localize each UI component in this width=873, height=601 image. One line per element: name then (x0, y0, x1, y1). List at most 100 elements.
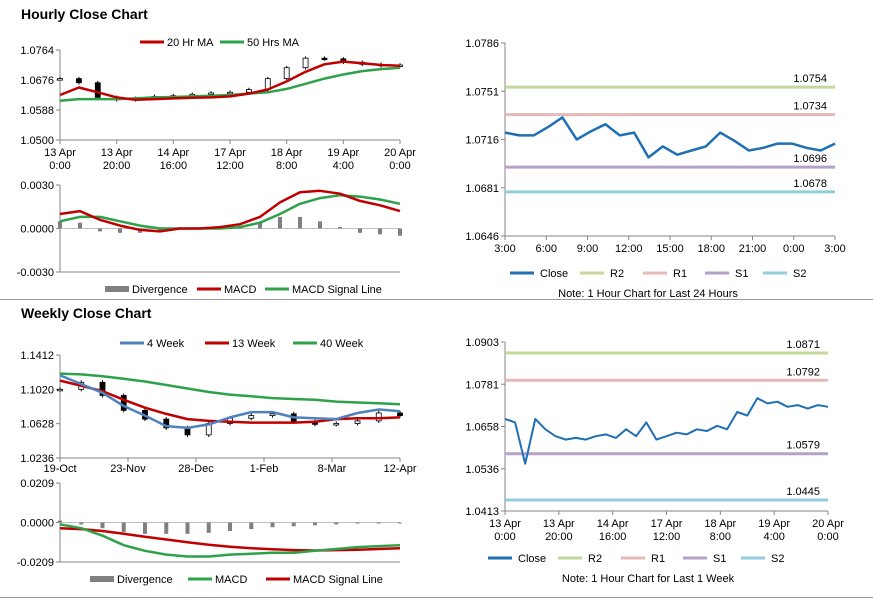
weekly-pivot-y-tick-label: 1.0413 (465, 506, 499, 518)
hourly-pivot-x-tick-label: 3:00 (824, 243, 845, 255)
weekly-pivot-x-tick-label: 16:00 (599, 531, 627, 543)
hourly-pivot-x-tick-label: 0:00 (783, 243, 804, 255)
hourly-macd-divergence-bar (118, 228, 122, 233)
hourly-pivot-y-tick-label: 1.0681 (465, 183, 499, 195)
weekly-pivot-level-label: 1.0871 (786, 339, 820, 351)
weekly-price-candle-body (333, 423, 340, 426)
weekly-macd-divergence-bar (79, 522, 84, 525)
hourly-pivot-y-tick-label: 1.0716 (465, 135, 499, 147)
weekly-macd-signal-line (59, 526, 401, 552)
hourly-price-x-tick-label: 16:00 (160, 160, 188, 172)
weekly-price-x-tick-label: 12-Apr (383, 463, 416, 475)
weekly-pivot-level-label: 1.0579 (786, 440, 820, 452)
hourly-price-x-tick-label: 19 Apr (327, 147, 359, 159)
weekly-price-candle-body (397, 412, 403, 417)
weekly-macd-legend-swatch (90, 576, 114, 582)
hourly-pivot-legend-label: R2 (610, 268, 624, 280)
hourly-macd-divergence-bar (398, 228, 402, 236)
hourly-price-y-tick-label: 1.0500 (20, 135, 54, 147)
weekly-macd-divergence-bar (313, 522, 317, 526)
hourly-pivot-x-tick-label: 9:00 (577, 243, 598, 255)
weekly-price-candle-body (57, 388, 63, 392)
weekly-section-title: Weekly Close Chart (21, 305, 152, 321)
weekly-4wk-line (59, 374, 401, 430)
hourly-price-candle-body (227, 91, 233, 95)
weekly-13wk-line (59, 379, 401, 424)
weekly-macd-divergence-bar (355, 522, 360, 524)
hourly-price-x-tick-label: 4:00 (333, 160, 354, 172)
hourly-price-candle-body (321, 57, 328, 61)
weekly-price-x-tick-label: 28-Dec (178, 463, 214, 475)
weekly-pivot-y-tick-label: 1.0658 (465, 422, 499, 434)
hourly-price-x-tick-label: 20:00 (103, 160, 131, 172)
weekly-macd-divergence-bar (185, 522, 190, 534)
weekly-price-candle-body (120, 395, 127, 411)
hourly-pivot-legend-label: Close (540, 268, 568, 280)
weekly-pivot-y-tick-label: 1.0903 (465, 337, 499, 349)
weekly-pivot-x-tick-label: 13 Apr (489, 518, 521, 530)
hourly-price-y-tick-label: 1.0676 (20, 75, 54, 87)
hourly-price-x-tick-label: 20 Apr (384, 147, 416, 159)
hourly-macd-legend-label: MACD (224, 284, 256, 296)
weekly-price-x-tick-label: 8-Mar (318, 463, 347, 475)
hourly-pivot-level-label: 1.0754 (793, 73, 827, 85)
weekly-close-line (504, 397, 829, 465)
weekly-price-x-tick-label: 1-Feb (250, 463, 279, 475)
weekly-macd-divergence-bar (121, 522, 126, 532)
hourly-price-candle-body (75, 78, 82, 84)
weekly-pivot-x-tick-label: 0:00 (494, 531, 515, 543)
hourly-price-x-tick-label: 0:00 (49, 160, 70, 172)
weekly-pivot-x-tick-label: 13 Apr (543, 518, 575, 530)
hourly-macd-y-tick-label: -0.0030 (17, 267, 54, 279)
weekly-ma-legend-label: 40 Week (320, 338, 364, 350)
weekly-pivot-legend-label: S2 (771, 553, 784, 565)
bottom-divider (0, 597, 873, 598)
weekly-ma-legend-label: 13 Week (232, 338, 276, 350)
weekly-pivot-x-tick-label: 4:00 (763, 531, 784, 543)
hourly-macd-legend-label: MACD Signal Line (292, 284, 382, 296)
hourly-price-x-tick-label: 0:00 (389, 160, 410, 172)
hourly-price-candle-body (245, 89, 252, 93)
hourly-price-x-tick-label: 8:00 (276, 160, 297, 172)
weekly-price-x-tick-label: 19-Oct (43, 463, 76, 475)
hourly-pivot-level-label: 1.0678 (793, 178, 827, 190)
hourly-macd-divergence-bar (338, 227, 342, 229)
hourly-pivot-x-tick-label: 6:00 (536, 243, 557, 255)
weekly-price-x-tick-label: 23-Nov (110, 463, 146, 475)
weekly-pivot-level-label: 1.0445 (786, 486, 820, 498)
weekly-pivot-legend-label: R2 (588, 553, 602, 565)
hourly-macd-y-tick-label: 0.0030 (20, 180, 54, 192)
weekly-macd-line (59, 523, 401, 558)
weekly-macd-y-tick-label: 0.0000 (20, 518, 54, 530)
hourly-macd-divergence-bar (158, 228, 162, 232)
hourly-pivot-y-tick-label: 1.0786 (465, 38, 499, 50)
hourly-macd-divergence-bar (318, 221, 322, 229)
weekly-pivot-x-tick-label: 0:00 (817, 531, 838, 543)
weekly-40wk-line (59, 372, 401, 406)
weekly-pivot-x-tick-label: 19 Apr (758, 518, 790, 530)
hourly-macd-divergence-bar (278, 216, 282, 229)
hourly-price-candle-body (94, 82, 101, 98)
weekly-price-candle-body (99, 381, 106, 396)
weekly-ma-legend-label: 4 Week (147, 338, 185, 350)
hourly-macd-line (59, 189, 401, 233)
weekly-macd-legend-label: MACD (215, 574, 247, 586)
weekly-macd-divergence-bar (164, 522, 169, 534)
hourly-pivot-note: Note: 1 Hour Chart for Last 24 Hours (558, 288, 738, 300)
weekly-macd-divergence-bar (334, 522, 339, 525)
hourly-pivot-x-tick-label: 12:00 (615, 243, 643, 255)
weekly-price-y-tick-label: 1.0236 (20, 453, 54, 465)
weekly-price-y-tick-label: 1.1020 (20, 384, 54, 396)
weekly-macd-divergence-bar (249, 522, 254, 530)
hourly-price-candle-body (283, 67, 290, 80)
weekly-macd-divergence-bar (58, 520, 62, 523)
weekly-pivot-x-tick-label: 20:00 (545, 531, 573, 543)
weekly-macd-divergence-bar (143, 522, 147, 534)
weekly-pivot-x-tick-label: 14 Apr (597, 518, 629, 530)
hourly-price-y-tick-label: 1.0764 (20, 45, 54, 57)
hourly-macd-divergence-bar (378, 228, 382, 235)
hourly-macd-divergence-bar (98, 228, 102, 232)
weekly-macd-divergence-bar (398, 522, 402, 524)
hourly-pivot-y-tick-label: 1.0646 (465, 231, 499, 243)
hourly-20hr-ma-line (59, 60, 401, 102)
